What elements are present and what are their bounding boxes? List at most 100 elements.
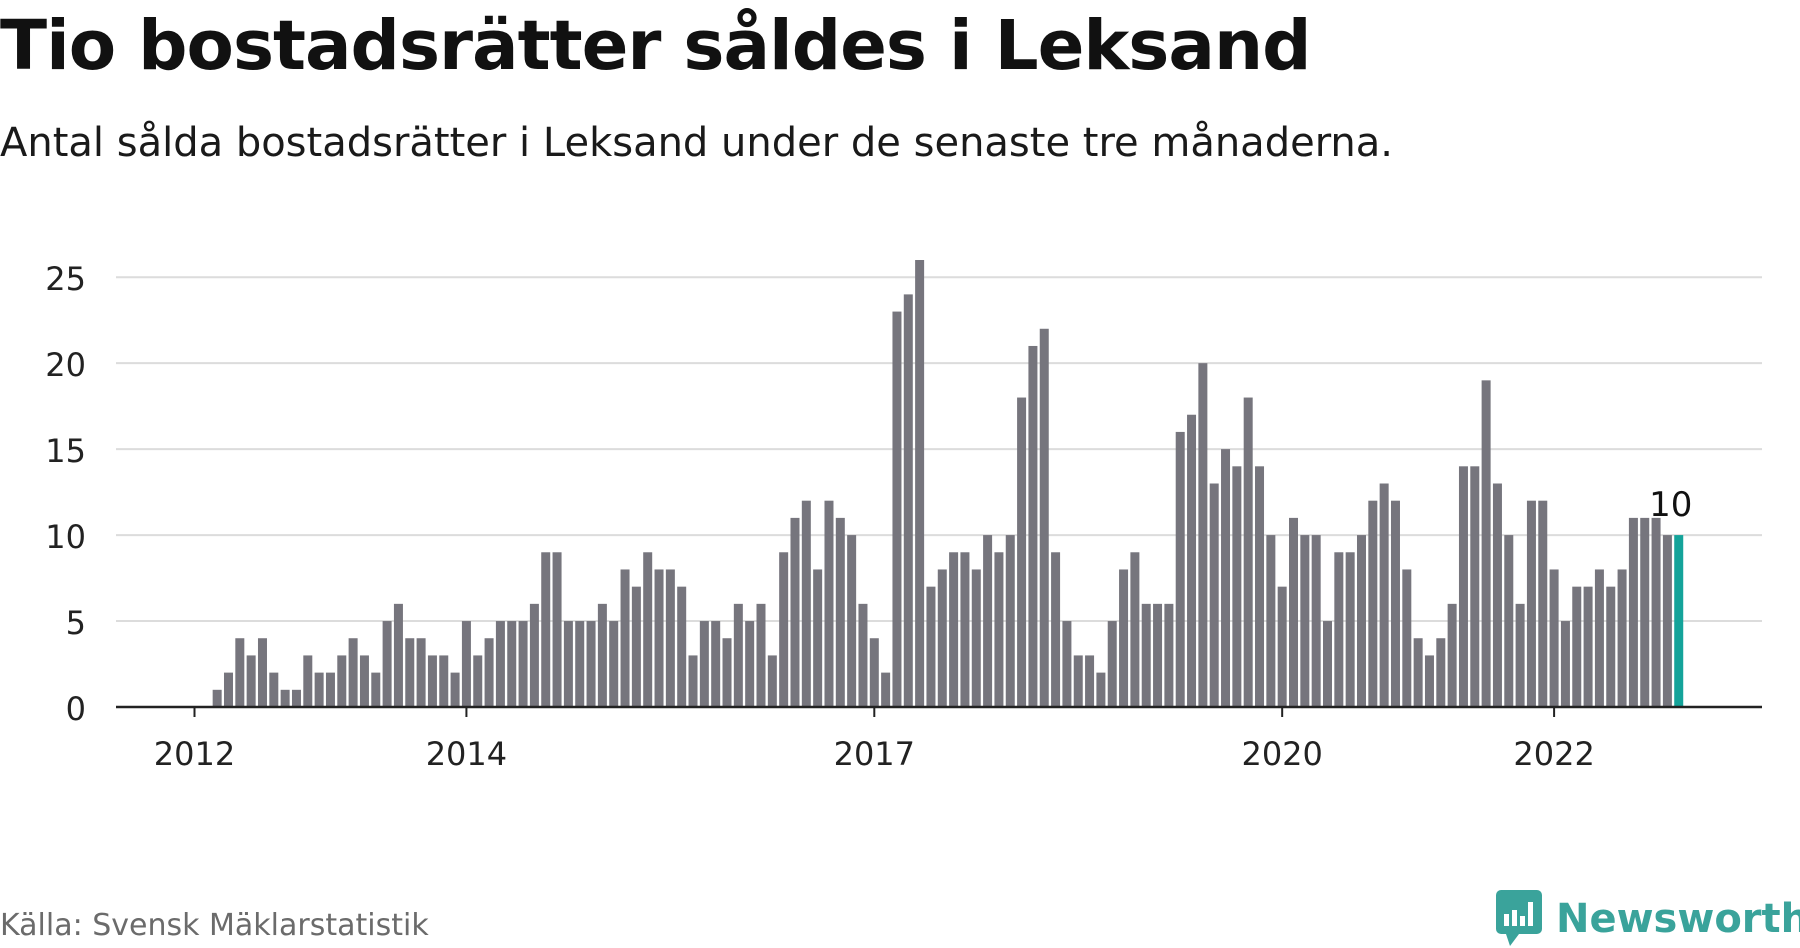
bar (937, 569, 947, 707)
bar (382, 621, 392, 707)
bar (1345, 552, 1355, 707)
bar (677, 586, 687, 707)
bar (1266, 535, 1276, 707)
bar (507, 621, 517, 707)
bar (869, 638, 879, 707)
bar (1073, 655, 1083, 707)
bar (665, 569, 675, 707)
bar (575, 621, 585, 707)
bar (767, 655, 777, 707)
bar (1436, 638, 1446, 707)
bar (246, 655, 256, 707)
annotations: 10 (1649, 485, 1692, 525)
bar (858, 603, 868, 707)
bar (1504, 535, 1514, 707)
bar (1051, 552, 1061, 707)
bar (1402, 569, 1412, 707)
bar (1481, 380, 1491, 707)
bar (1538, 500, 1548, 707)
bar (745, 621, 755, 707)
bar (371, 672, 381, 707)
bar (722, 638, 732, 707)
bar (1323, 621, 1332, 707)
bar (1515, 603, 1525, 707)
bar (643, 552, 653, 707)
bar (1549, 569, 1559, 707)
bar (790, 517, 800, 707)
bar (654, 569, 664, 707)
bar (518, 621, 528, 707)
bar (1028, 345, 1038, 707)
bar (1526, 500, 1536, 707)
y-tick-label: 15 (45, 432, 86, 470)
bar (325, 672, 335, 707)
bar (235, 638, 245, 707)
bar (971, 569, 981, 707)
bar (393, 603, 403, 707)
bar (427, 655, 437, 707)
bar (1560, 621, 1570, 707)
bar (699, 621, 709, 707)
y-tick-label: 5 (66, 604, 86, 642)
bar (1492, 483, 1502, 707)
bar (541, 552, 551, 707)
bar (1164, 603, 1174, 707)
bar (1141, 603, 1151, 707)
bar (926, 586, 936, 707)
bar (1606, 586, 1616, 707)
newsworthy-logo-icon (1496, 890, 1542, 946)
newsworthy-logo: Newsworthy (1496, 890, 1800, 948)
bar (994, 552, 1004, 707)
bar (1583, 586, 1593, 707)
bar (631, 586, 641, 707)
bar-highlight (1674, 535, 1684, 707)
bar (1628, 517, 1638, 707)
bar (801, 500, 811, 707)
bar (1096, 672, 1106, 707)
bar (1255, 466, 1265, 707)
bar (1039, 328, 1049, 707)
bar (563, 621, 573, 707)
bar (1005, 535, 1015, 707)
bar (212, 689, 222, 707)
bar (586, 621, 596, 707)
bar (1130, 552, 1140, 707)
bar (1424, 655, 1434, 707)
y-axis-ticks: 0 5 10 15 20 25 (45, 260, 86, 728)
bar (337, 655, 347, 707)
bar (1232, 466, 1242, 707)
bar (359, 655, 369, 707)
x-tick-label: 2020 (1241, 735, 1322, 773)
bar (949, 552, 959, 707)
bar (1243, 397, 1253, 707)
bar (1662, 535, 1672, 707)
bar (461, 621, 471, 707)
bar (1390, 500, 1400, 707)
y-tick-label: 25 (45, 260, 86, 298)
chart-subtitle: Antal sålda bostadsrätter i Leksand unde… (0, 120, 1394, 166)
bar (892, 311, 902, 707)
bar (291, 689, 301, 707)
bar (847, 535, 857, 707)
bar (1368, 500, 1378, 707)
bar (1119, 569, 1129, 707)
bar (1447, 603, 1457, 707)
bar (688, 655, 698, 707)
y-tick-label: 10 (45, 518, 86, 556)
bar (711, 621, 721, 707)
bar (1470, 466, 1480, 707)
bar (269, 672, 279, 707)
bar (348, 638, 358, 707)
bar (1221, 449, 1231, 707)
bar (597, 603, 607, 707)
bar (1617, 569, 1627, 707)
bar (405, 638, 415, 707)
bar (280, 689, 290, 707)
bar (620, 569, 630, 707)
bar (1017, 397, 1027, 707)
bar (1062, 621, 1072, 707)
x-axis-ticks: 2012 2014 2017 2020 2022 (154, 707, 1595, 773)
x-tick-label: 2017 (834, 735, 915, 773)
brand-name: Newsworthy (1556, 896, 1800, 942)
